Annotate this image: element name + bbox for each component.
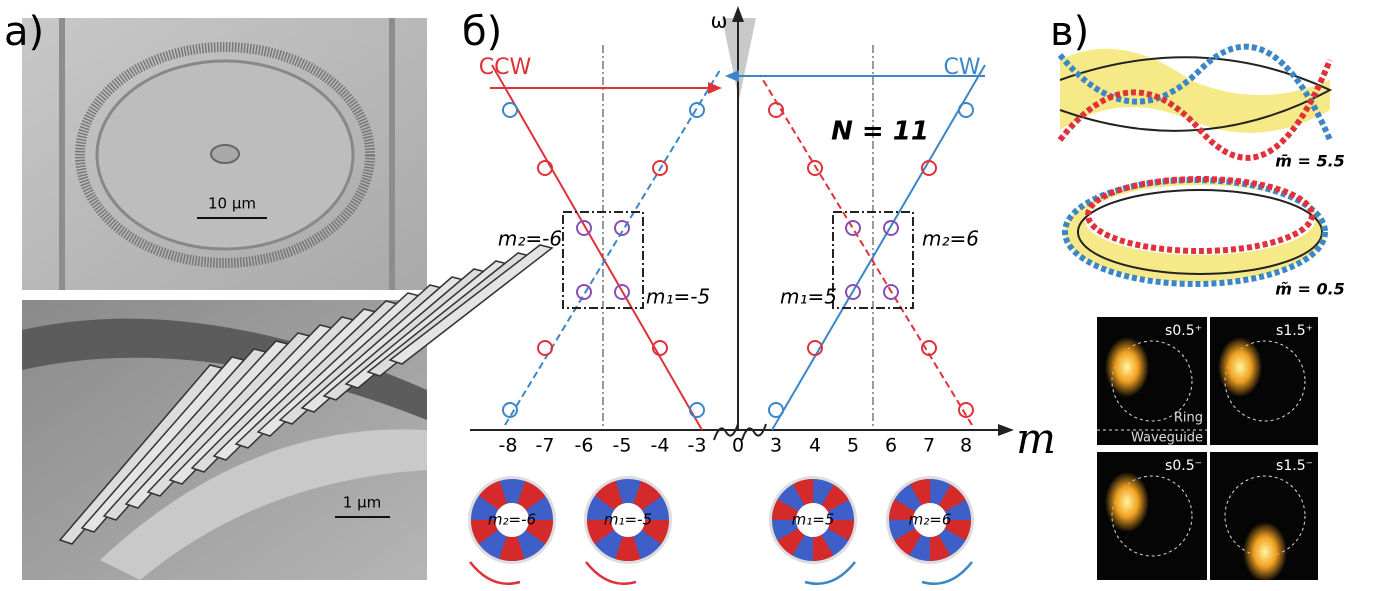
rotation-arrow bbox=[586, 562, 636, 584]
pedestal bbox=[211, 145, 239, 163]
mobius-bottom bbox=[1065, 179, 1325, 284]
n-label: N = 11 bbox=[831, 117, 929, 147]
images: s0.5⁺ s1.5⁺ s0.5⁻ s1.5⁻ Ring Waveguide bbox=[1097, 317, 1318, 582]
glow bbox=[1105, 337, 1149, 397]
image-label: s0.5⁻ bbox=[1165, 458, 1202, 474]
modes: m₂=-6 m₁=-5 m₁=5 m₂=6 bbox=[468, 476, 974, 584]
waveguide-label: Waveguide bbox=[1131, 431, 1203, 446]
mode-label: m₂=6 bbox=[909, 511, 952, 529]
rotation-arrow bbox=[922, 562, 972, 584]
level bbox=[538, 161, 552, 175]
rotation-arrow bbox=[470, 562, 520, 584]
level bbox=[846, 221, 860, 235]
panel-label: а) bbox=[4, 9, 44, 55]
arrow bbox=[732, 6, 744, 22]
m-tilde: m̃ = 0.5 bbox=[1275, 280, 1345, 299]
tick-label: -7 bbox=[536, 435, 555, 457]
tick-label: 3 bbox=[770, 435, 782, 457]
level bbox=[690, 403, 704, 417]
tick-label: -6 bbox=[575, 435, 594, 457]
mode-label: m₁=-5 bbox=[604, 511, 652, 529]
panel-label: б) bbox=[462, 9, 502, 55]
tick-label: 4 bbox=[809, 435, 821, 457]
image-label: s1.5⁻ bbox=[1276, 458, 1313, 474]
mobius-top bbox=[1060, 47, 1330, 158]
tick-label: 6 bbox=[885, 435, 897, 457]
tick-label: 5 bbox=[847, 435, 859, 457]
mode-label: m₂=-6 bbox=[488, 511, 536, 529]
annotation: m₁=-5 bbox=[646, 285, 710, 309]
tick-label: -5 bbox=[613, 435, 632, 457]
tick-label: -3 bbox=[688, 435, 707, 457]
tick-label: 8 bbox=[960, 435, 972, 457]
axis-label: m bbox=[1016, 414, 1056, 463]
level bbox=[769, 403, 783, 417]
glow bbox=[1243, 522, 1287, 582]
level bbox=[503, 103, 517, 117]
level bbox=[959, 103, 973, 117]
m-bar: m̄ = 5.5 bbox=[1275, 152, 1345, 171]
image-label: s0.5⁺ bbox=[1165, 323, 1202, 339]
axis-label: ω bbox=[711, 9, 728, 33]
ticks: -8 -7 -6 -5 -4 -3 0 3 4 5 6 7 8 bbox=[499, 435, 973, 457]
tick-label: 7 bbox=[923, 435, 935, 457]
level bbox=[577, 285, 591, 299]
mode-label: m₁=5 bbox=[792, 511, 835, 529]
tick-label: 0 bbox=[732, 435, 744, 457]
tick-label: -4 bbox=[651, 435, 670, 457]
scale-label: 10 μm bbox=[208, 195, 256, 213]
cw-label: CW bbox=[943, 55, 980, 80]
scale-label: 1 μm bbox=[343, 494, 381, 512]
ccw-label: CCW bbox=[479, 55, 532, 80]
level bbox=[538, 341, 552, 355]
glow bbox=[1218, 337, 1262, 397]
image-label: s1.5⁺ bbox=[1276, 323, 1313, 339]
arrow bbox=[725, 70, 739, 82]
annotation: m₂=-6 bbox=[498, 227, 562, 251]
ring-label: Ring bbox=[1174, 411, 1203, 426]
annotation: m₂=6 bbox=[922, 227, 979, 251]
level bbox=[690, 103, 704, 117]
level bbox=[808, 161, 822, 175]
arrow bbox=[708, 82, 722, 94]
annotation: m₁=5 bbox=[780, 285, 837, 309]
figure: 10 μm 1 μm а) б) ω m CCW CW N = 11 m₂=-6… bbox=[0, 0, 1373, 587]
page: 10 μm 1 μm а) б) ω m CCW CW N = 11 m₂=-6… bbox=[0, 0, 1373, 587]
glow bbox=[1105, 472, 1149, 532]
tick-label: -8 bbox=[499, 435, 518, 457]
arrow bbox=[998, 424, 1014, 436]
rotation-arrow bbox=[805, 562, 855, 584]
panel-label: в) bbox=[1050, 9, 1089, 55]
